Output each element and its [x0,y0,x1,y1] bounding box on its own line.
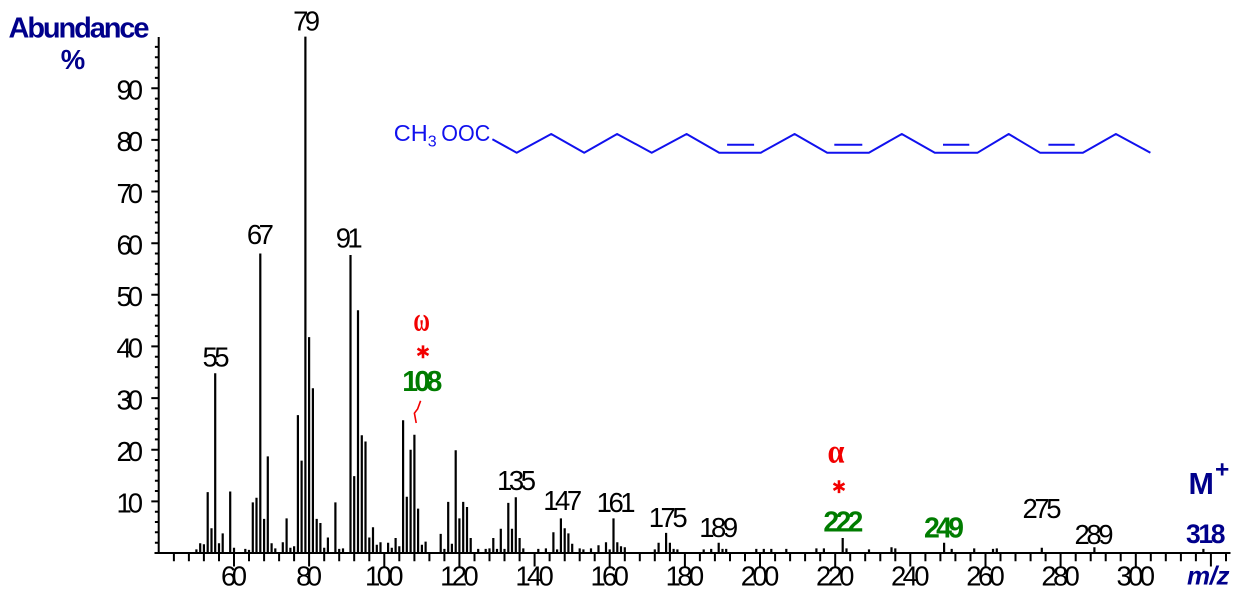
svg-text:220: 220 [816,561,855,592]
svg-text:70: 70 [117,178,144,209]
svg-text:50: 50 [117,281,144,312]
svg-text:90: 90 [117,75,144,106]
svg-text:161: 161 [597,487,636,518]
svg-text:280: 280 [1041,561,1080,592]
svg-text:200: 200 [741,561,780,592]
svg-text:ω: ω [413,301,430,338]
svg-text:79: 79 [293,6,320,37]
svg-text:60: 60 [221,561,247,592]
svg-text:3: 3 [428,133,437,150]
svg-text:M: M [1189,467,1214,501]
svg-text:OOC: OOC [441,120,490,146]
svg-text:222: 222 [823,507,863,539]
svg-text:Abundance: Abundance [9,13,150,45]
svg-text:289: 289 [1075,519,1114,550]
svg-text:275: 275 [1023,493,1062,524]
svg-text:10: 10 [117,488,144,519]
svg-text:α: α [828,434,845,471]
svg-text:m/z: m/z [1187,561,1230,591]
svg-text:135: 135 [497,465,536,496]
svg-text:180: 180 [666,561,705,592]
svg-text:120: 120 [440,561,479,592]
svg-text:240: 240 [891,561,930,592]
svg-text:%: % [61,44,85,75]
svg-text:30: 30 [117,384,144,415]
svg-text:140: 140 [515,561,554,592]
svg-text:+: + [1215,457,1229,484]
svg-text:318: 318 [1186,519,1226,549]
svg-text:CH: CH [394,120,428,146]
svg-text:80: 80 [296,561,322,592]
svg-text:91: 91 [336,223,363,254]
svg-text:100: 100 [365,561,404,592]
svg-text:80: 80 [117,126,144,157]
svg-text:175: 175 [649,502,688,533]
svg-text:260: 260 [966,561,1005,592]
svg-text:160: 160 [590,561,629,592]
svg-text:40: 40 [117,333,144,364]
svg-text:300: 300 [1117,561,1156,592]
svg-text:189: 189 [699,512,738,543]
svg-text:55: 55 [203,342,230,373]
svg-text:147: 147 [543,485,582,516]
svg-text:20: 20 [117,436,144,467]
svg-text:108: 108 [402,366,442,398]
svg-text:60: 60 [117,230,144,261]
svg-text:67: 67 [247,219,274,250]
svg-text:249: 249 [924,512,964,544]
